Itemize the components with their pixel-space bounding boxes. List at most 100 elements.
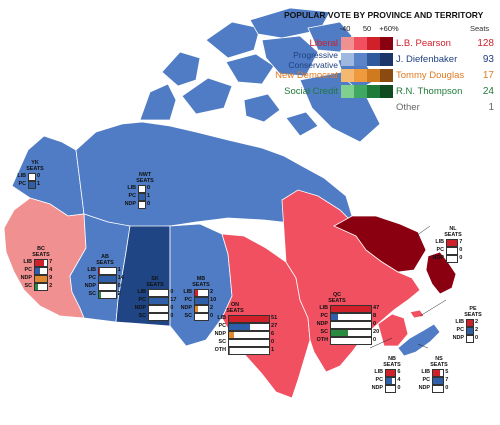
province-ns [397, 323, 441, 357]
legend-swatch [367, 53, 380, 66]
legend-swatch [354, 53, 367, 66]
legend-seats-header: Seats [470, 24, 490, 33]
region-party-code: LIB [87, 267, 96, 273]
region-seat-count: 0 [147, 201, 151, 207]
region-party-code: LIB [17, 173, 26, 179]
region-seat-fill [433, 370, 441, 376]
region-party-code: NDP [124, 201, 136, 207]
region-seat-count: 0 [373, 337, 377, 343]
region-party-code: LIB [455, 319, 464, 325]
region-seat-fill [35, 268, 41, 274]
region-seat-count: 7 [49, 259, 53, 265]
region-seat-bar [385, 377, 397, 385]
legend-swatch [341, 53, 354, 66]
region-seat-bar [34, 267, 49, 275]
region-seat-count: 5 [445, 369, 449, 375]
region-party-code: SC [218, 339, 227, 345]
region-party-code: NDP [432, 255, 444, 261]
region-seat-count: 0 [170, 289, 174, 295]
legend-party-name: Progressive Conservative [288, 50, 338, 70]
region-party-code: PC [375, 377, 384, 383]
region-seat-bar [98, 283, 117, 291]
legend-swatch [380, 53, 393, 66]
region-seat-fill [433, 378, 444, 384]
region-party-code: LIB [421, 369, 430, 375]
region-seat-bar [446, 239, 459, 247]
region-seat-count: 2 [210, 305, 214, 311]
region-party-code: OTH [316, 337, 328, 343]
region-seat-bar [194, 305, 209, 313]
region-party-code: NDP [134, 305, 146, 311]
region-seat-count: 0 [373, 321, 377, 327]
legend-swatch [341, 85, 354, 98]
region-title: NL SEATS [444, 226, 462, 238]
region-party-code: SC [184, 313, 193, 319]
legend-swatch [354, 85, 367, 98]
region-seat-bar [330, 305, 372, 313]
region-party-code: NDP [20, 275, 32, 281]
region-party-code: NDP [418, 385, 430, 391]
region-seat-bar [330, 329, 372, 337]
legend-swatch [354, 37, 367, 50]
region-seat-bar [385, 385, 397, 393]
legend-swatch [380, 69, 393, 82]
legend-party-name: Liberal [309, 38, 338, 49]
region-seat-count: 0 [475, 335, 479, 341]
region-seat-fill [35, 276, 48, 282]
legend-seat-count: 93 [482, 54, 494, 65]
region-seat-count: 0 [170, 305, 174, 311]
region-seat-fill [229, 332, 234, 338]
region-party-code: SC [88, 291, 97, 297]
region-seat-bar [228, 331, 270, 339]
region-party-code: PC [138, 297, 147, 303]
legend-swatch [367, 85, 380, 98]
region-seat-bar [194, 297, 209, 305]
region-seat-fill [195, 290, 198, 296]
legend-leader-name: R.N. Thompson [396, 86, 463, 97]
region-seat-bar [432, 377, 445, 385]
region-seat-count: 8 [373, 313, 377, 319]
region-seat-count: 14 [117, 275, 124, 281]
region-seat-bar [34, 275, 49, 283]
region-title: PE SEATS [464, 306, 482, 318]
region-party-code: LIB [374, 369, 383, 375]
region-seat-bar [385, 369, 397, 377]
region-seat-count: 0 [397, 385, 401, 391]
legend-swatch [354, 69, 367, 82]
region-party-code: LIB [183, 289, 192, 295]
region-seat-bar [228, 339, 270, 347]
newfoundland-island [425, 251, 457, 295]
region-seat-bar [148, 313, 170, 321]
legend-bin-low: -40 [339, 24, 351, 33]
region-seat-count: 51 [271, 315, 278, 321]
region-party-code: LIB [319, 305, 328, 311]
region-seat-bar [194, 289, 209, 297]
region-party-code: PC [456, 327, 465, 333]
region-seat-bar [432, 385, 445, 393]
region-seat-count: 17 [170, 297, 177, 303]
legend-bin-mid: 50 [362, 24, 372, 33]
region-seat-bar [330, 313, 372, 321]
region-seat-count: 2 [49, 283, 53, 289]
region-seat-fill [195, 298, 208, 304]
province-pe [409, 309, 425, 319]
legend-title: POPULAR VOTE BY PROVINCE AND TERRITORY [284, 10, 484, 20]
region-title: NB SEATS [383, 356, 401, 368]
legend-row: Social Credit R.N. Thompson 24 [250, 85, 500, 101]
region-seat-bar [432, 369, 445, 377]
leader-lines [369, 225, 447, 349]
region-seat-count: 1 [271, 347, 275, 353]
legend-bin-high: +60% [379, 24, 399, 33]
region-seat-count: 0 [170, 313, 174, 319]
region-party-code: NDP [371, 385, 383, 391]
region-seat-count: 6 [271, 331, 275, 337]
region-seat-bar [28, 181, 36, 189]
region-seat-count: 2 [210, 289, 214, 295]
legend-row: Liberal L.B. Pearson 128 [250, 37, 500, 53]
region-party-code: PC [184, 297, 193, 303]
region-seat-fill [229, 348, 230, 354]
region-seat-bar [446, 247, 459, 255]
region-seat-fill [331, 330, 349, 336]
legend-seat-count: 128 [477, 38, 494, 49]
